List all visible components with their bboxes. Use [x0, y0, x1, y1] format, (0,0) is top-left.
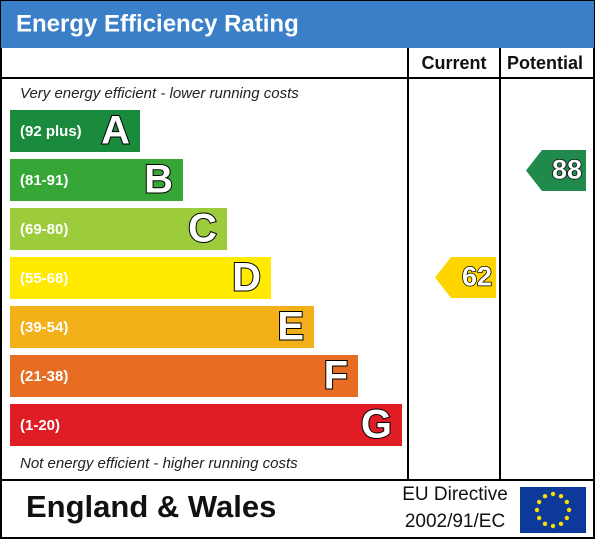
bottom-note: Not energy efficient - higher running co…	[20, 455, 298, 472]
eu-star	[536, 499, 542, 505]
eu-star	[542, 493, 548, 499]
band-letter: E	[277, 305, 304, 349]
band-letter: B	[144, 158, 173, 202]
band-letter: C	[188, 207, 217, 251]
potential-header: Potential	[507, 53, 583, 73]
band	[10, 159, 183, 201]
eu-stars	[534, 491, 572, 529]
potential-arrow	[526, 150, 586, 191]
eu-star	[550, 491, 556, 497]
band	[10, 355, 358, 397]
band	[10, 208, 227, 250]
directive: EU Directive	[402, 484, 508, 505]
band-letter: A	[101, 109, 130, 153]
title: Energy Efficiency Rating	[16, 10, 299, 37]
band	[10, 110, 140, 152]
eu-star	[566, 507, 572, 513]
current-arrow	[435, 257, 496, 298]
band-range: (69-80)	[20, 221, 68, 238]
band-range: (81-91)	[20, 172, 68, 189]
current-header: Current	[421, 53, 486, 73]
band-range: (55-68)	[20, 270, 68, 287]
eu-star	[564, 499, 570, 505]
eu-star	[564, 515, 570, 521]
band-range: (21-38)	[20, 368, 68, 385]
region: England & Wales	[26, 489, 276, 524]
band-letter: D	[232, 256, 261, 300]
eu-star	[542, 521, 548, 527]
band	[10, 404, 402, 446]
eu-star	[536, 515, 542, 521]
current-rating: 62	[462, 262, 492, 292]
band-letter: G	[361, 403, 392, 447]
eu-star	[550, 523, 556, 529]
potential-rating: 88	[552, 155, 582, 185]
eu-star	[534, 507, 540, 513]
title-bar	[1, 1, 594, 48]
band	[10, 306, 314, 348]
band-range: (1-20)	[20, 417, 60, 434]
band	[10, 257, 271, 299]
band-letter: F	[324, 354, 348, 398]
eu-star	[558, 493, 564, 499]
top-note: Very energy efficient - lower running co…	[20, 85, 299, 102]
directive: 2002/91/EC	[405, 511, 505, 532]
band-range: (39-54)	[20, 319, 68, 336]
band-range: (92 plus)	[20, 123, 82, 140]
eu-star	[558, 521, 564, 527]
